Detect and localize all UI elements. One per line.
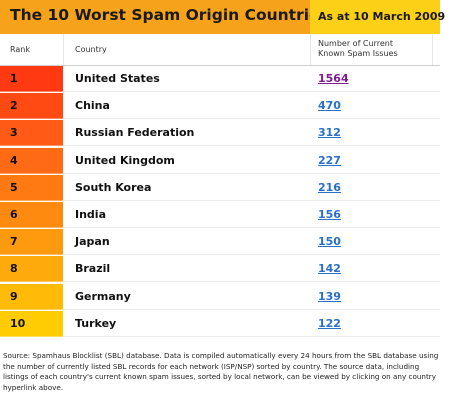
rank-number: 1 (10, 72, 18, 85)
rank-cell: 3 (0, 120, 63, 147)
rank-header: Rank (10, 45, 30, 54)
header-divider (63, 34, 64, 66)
rank-number: 5 (10, 180, 18, 194)
spam-count-link[interactable]: 150 (318, 235, 341, 249)
rank-cell: 10 (0, 310, 63, 337)
rank-separator (0, 308, 63, 310)
rank-number: 7 (10, 235, 18, 249)
table-row: 1 United States 1564 (0, 66, 440, 92)
rank-separator (0, 254, 63, 256)
country-name: Japan (75, 235, 110, 249)
header-bottom-rule (0, 65, 440, 66)
row-separator (63, 172, 440, 174)
spam-count-link[interactable]: 227 (318, 153, 341, 167)
table-row: 5 South Korea 216 (0, 174, 440, 201)
country-name: China (75, 99, 110, 113)
row-separator (63, 281, 440, 283)
rank-separator (0, 91, 63, 92)
table-row: 3 Russian Federation 312 (0, 120, 440, 147)
rank-number: 2 (10, 99, 18, 113)
rank-separator (0, 281, 63, 283)
spam-count-link[interactable]: 216 (318, 180, 341, 194)
rank-number: 4 (10, 153, 18, 167)
country-name: United Kingdom (75, 153, 175, 167)
row-separator (63, 308, 440, 310)
spam-count-link[interactable]: 1564 (318, 72, 349, 85)
rank-separator (0, 335, 63, 337)
country-name: Germany (75, 289, 131, 303)
table-row: 7 Japan 150 (0, 229, 440, 256)
rank-number: 6 (10, 208, 18, 221)
country-name: Turkey (75, 316, 117, 330)
rank-separator (0, 118, 63, 120)
row-separator (63, 91, 440, 92)
country-name: Brazil (75, 262, 111, 276)
page-title: The 10 Worst Spam Origin Countries (10, 6, 329, 24)
rank-number: 9 (10, 289, 18, 303)
spam-count-link[interactable]: 142 (318, 262, 341, 276)
table-row: 9 Germany 139 (0, 283, 440, 310)
header-divider (432, 34, 433, 66)
rank-cell: 1 (0, 66, 63, 92)
rank-number: 3 (10, 126, 18, 140)
country-name: India (75, 208, 106, 221)
rank-cell: 2 (0, 93, 63, 120)
table-row: 6 India 156 (0, 202, 440, 228)
count-header-line1: Number of Current (318, 39, 393, 48)
rank-cell: 8 (0, 256, 63, 283)
rank-cell: 4 (0, 147, 63, 174)
row-separator (63, 145, 440, 147)
table-row: 10 Turkey 122 (0, 310, 440, 337)
table-header: Rank Country Number of Current Known Spa… (0, 34, 440, 66)
table-row: 2 China 470 (0, 93, 440, 120)
rank-cell: 5 (0, 174, 63, 201)
date-box: As at 10 March 2009 (310, 0, 445, 34)
spam-count-link[interactable]: 156 (318, 208, 341, 221)
row-separator (63, 254, 440, 256)
country-header: Country (75, 45, 107, 54)
count-header: Number of Current Known Spam Issues (318, 39, 418, 59)
country-name: Russian Federation (75, 126, 195, 140)
spam-count-link[interactable]: 312 (318, 126, 341, 140)
spam-count-link[interactable]: 139 (318, 289, 341, 303)
spam-count-link[interactable]: 470 (318, 99, 341, 113)
rank-number: 8 (10, 262, 18, 276)
rank-separator (0, 199, 63, 201)
spam-count-link[interactable]: 122 (318, 316, 341, 330)
rank-cell: 9 (0, 283, 63, 310)
header-divider (310, 34, 311, 66)
row-separator (63, 118, 440, 120)
source-note: Source: Spamhaus Blocklist (SBL) databas… (3, 351, 439, 392)
row-separator (63, 335, 440, 337)
date-label: As at 10 March 2009 (318, 10, 446, 23)
country-name: South Korea (75, 180, 152, 194)
row-separator (63, 227, 440, 228)
count-header-line2: Known Spam Issues (318, 49, 398, 58)
rank-cell: 7 (0, 229, 63, 256)
table-row: 8 Brazil 142 (0, 256, 440, 283)
country-name: United States (75, 72, 160, 85)
table-row: 4 United Kingdom 227 (0, 147, 440, 174)
rank-separator (0, 145, 63, 147)
title-bar: The 10 Worst Spam Origin Countries As at… (0, 0, 445, 35)
rank-separator (0, 172, 63, 174)
rank-number: 10 (10, 316, 26, 330)
rank-separator (0, 227, 63, 228)
rank-cell: 6 (0, 202, 63, 228)
row-separator (63, 199, 440, 201)
